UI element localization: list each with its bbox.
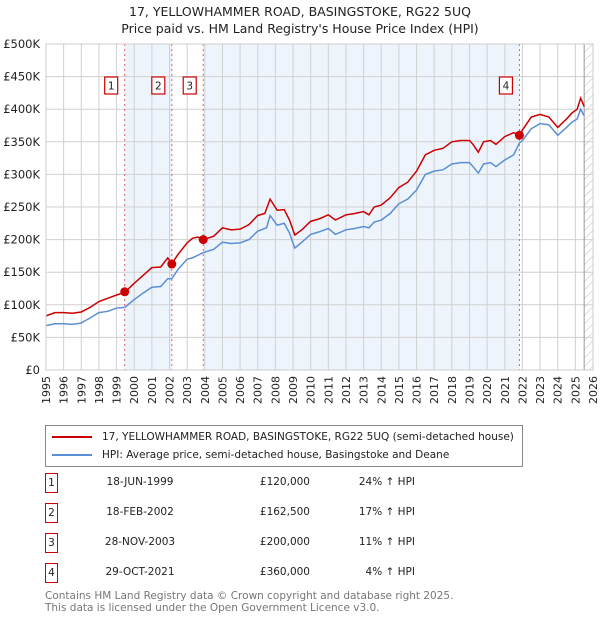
sale-label-number: 2 bbox=[155, 81, 162, 93]
sale-price: £120,000 bbox=[259, 476, 310, 488]
sale-point bbox=[120, 287, 130, 297]
y-tick-label: £400K bbox=[3, 102, 40, 116]
y-tick-label: £350K bbox=[3, 135, 40, 149]
sale-row: 3 28-NOV-2003 £200,000 11% ↑ HPI bbox=[45, 533, 445, 553]
sale-row: 2 18-FEB-2002 £162,500 17% ↑ HPI bbox=[45, 503, 445, 523]
sale-date: 28-NOV-2003 bbox=[104, 536, 176, 548]
x-tick-label: 2021 bbox=[499, 376, 512, 404]
y-tick-label: £50K bbox=[11, 330, 41, 344]
legend-item-property: 17, YELLOWHAMMER ROAD, BASINGSTOKE, RG22… bbox=[52, 428, 514, 446]
x-tick-label: 1998 bbox=[93, 376, 106, 404]
sale-date: 18-FEB-2002 bbox=[106, 506, 174, 518]
footer: Contains HM Land Registry data © Crown c… bbox=[45, 590, 453, 614]
x-tick-label: 2013 bbox=[358, 376, 371, 404]
y-tick-label: £250K bbox=[3, 200, 40, 214]
sale-label-box bbox=[104, 76, 119, 95]
sale-hpi-diff: 24% ↑ HPI bbox=[358, 476, 415, 488]
sale-point bbox=[198, 235, 208, 245]
x-tick-label: 2022 bbox=[516, 376, 529, 404]
legend-item-hpi: HPI: Average price, semi-detached house,… bbox=[52, 446, 449, 464]
x-tick-label: 2020 bbox=[481, 376, 494, 404]
legend-label-property: 17, YELLOWHAMMER ROAD, BASINGSTOKE, RG22… bbox=[102, 431, 514, 443]
x-tick-label: 2018 bbox=[446, 376, 459, 404]
sale-row: 1 18-JUN-1999 £120,000 24% ↑ HPI bbox=[45, 473, 445, 493]
sale-label-number: 3 bbox=[186, 81, 193, 93]
y-tick-label: £200K bbox=[3, 233, 40, 247]
y-tick-label: £450K bbox=[3, 70, 40, 84]
x-tick-label: 2001 bbox=[146, 376, 159, 404]
x-tick-label: 2002 bbox=[164, 376, 177, 404]
sale-price: £200,000 bbox=[259, 536, 310, 548]
y-tick-label: £500K bbox=[3, 37, 40, 51]
sale-number-badge: 4 bbox=[45, 563, 58, 583]
sale-label-box bbox=[151, 76, 166, 95]
y-tick-label: £100K bbox=[3, 298, 40, 312]
sale-hpi-diff: 4% ↑ HPI bbox=[365, 566, 415, 578]
x-tick-label: 2016 bbox=[411, 376, 424, 404]
sale-point bbox=[167, 259, 177, 269]
x-tick-label: 2025 bbox=[569, 376, 582, 404]
x-tick-label: 2023 bbox=[534, 376, 547, 404]
y-tick-label: £0 bbox=[25, 363, 40, 377]
x-tick-label: 2010 bbox=[305, 376, 318, 404]
sale-label-number: 4 bbox=[503, 81, 510, 93]
sale-hpi-diff: 11% ↑ HPI bbox=[358, 536, 415, 548]
legend-swatch-red bbox=[52, 436, 92, 438]
x-tick-label: 2009 bbox=[287, 376, 300, 404]
y-tick-label: £150K bbox=[3, 265, 40, 279]
sale-label-box bbox=[498, 76, 514, 95]
x-tick-label: 2004 bbox=[199, 376, 212, 404]
sale-date: 29-OCT-2021 bbox=[105, 566, 175, 578]
price-paid-line bbox=[45, 95, 585, 317]
price-chart: 1995 1996 1997 1998 1999 2000 2001 2002 2003 2004… bbox=[3, 37, 600, 404]
x-tick-label: 2007 bbox=[252, 376, 265, 404]
x-tick-label: 2005 bbox=[216, 376, 229, 404]
x-tick-label: 2019 bbox=[463, 376, 476, 404]
sale-price: £162,500 bbox=[259, 506, 310, 518]
x-tick-label: 2024 bbox=[552, 376, 565, 404]
sale-point bbox=[514, 130, 524, 140]
sale-label-box bbox=[182, 76, 197, 95]
sale-price: £360,000 bbox=[259, 566, 310, 578]
x-tick-label: 2003 bbox=[181, 376, 194, 404]
x-tick-label: 2017 bbox=[428, 376, 441, 404]
sale-number-badge: 1 bbox=[45, 473, 58, 493]
footer-copyright: Contains HM Land Registry data © Crown c… bbox=[45, 590, 454, 602]
hpi-line bbox=[45, 107, 585, 327]
x-tick-label: 1995 bbox=[40, 376, 53, 404]
chart-subtitle: Price paid vs. HM Land Registry's House … bbox=[121, 21, 479, 36]
chart-title: 17, YELLOWHAMMER ROAD, BASINGSTOKE, RG22… bbox=[129, 4, 471, 19]
sale-number-badge: 2 bbox=[45, 503, 58, 523]
sale-row: 4 29-OCT-2021 £360,000 4% ↑ HPI bbox=[45, 563, 445, 583]
footer-licence: This data is licensed under the Open Gov… bbox=[45, 602, 380, 614]
x-tick-label: 2014 bbox=[375, 376, 388, 404]
sale-date: 18-JUN-1999 bbox=[106, 476, 174, 488]
legend-label-hpi: HPI: Average price, semi-detached house,… bbox=[102, 449, 450, 461]
x-tick-label: 1999 bbox=[111, 376, 124, 404]
legend-swatch-blue bbox=[52, 454, 92, 456]
plot-border bbox=[45, 43, 594, 371]
sale-hpi-diff: 17% ↑ HPI bbox=[358, 506, 415, 518]
x-tick-label: 1997 bbox=[75, 376, 88, 404]
x-tick-label: 2026 bbox=[587, 376, 600, 404]
x-tick-label: 2015 bbox=[393, 376, 406, 404]
sale-label-number: 1 bbox=[108, 81, 115, 93]
x-tick-label: 2012 bbox=[340, 376, 353, 404]
x-tick-label: 2000 bbox=[128, 376, 141, 404]
sale-number-badge: 3 bbox=[45, 533, 58, 553]
y-tick-label: £300K bbox=[3, 167, 40, 181]
x-tick-label: 1996 bbox=[58, 376, 71, 404]
legend: 17, YELLOWHAMMER ROAD, BASINGSTOKE, RG22… bbox=[45, 425, 523, 467]
x-tick-label: 2006 bbox=[234, 376, 247, 404]
x-tick-label: 2008 bbox=[269, 376, 282, 404]
x-tick-label: 2011 bbox=[322, 376, 335, 404]
